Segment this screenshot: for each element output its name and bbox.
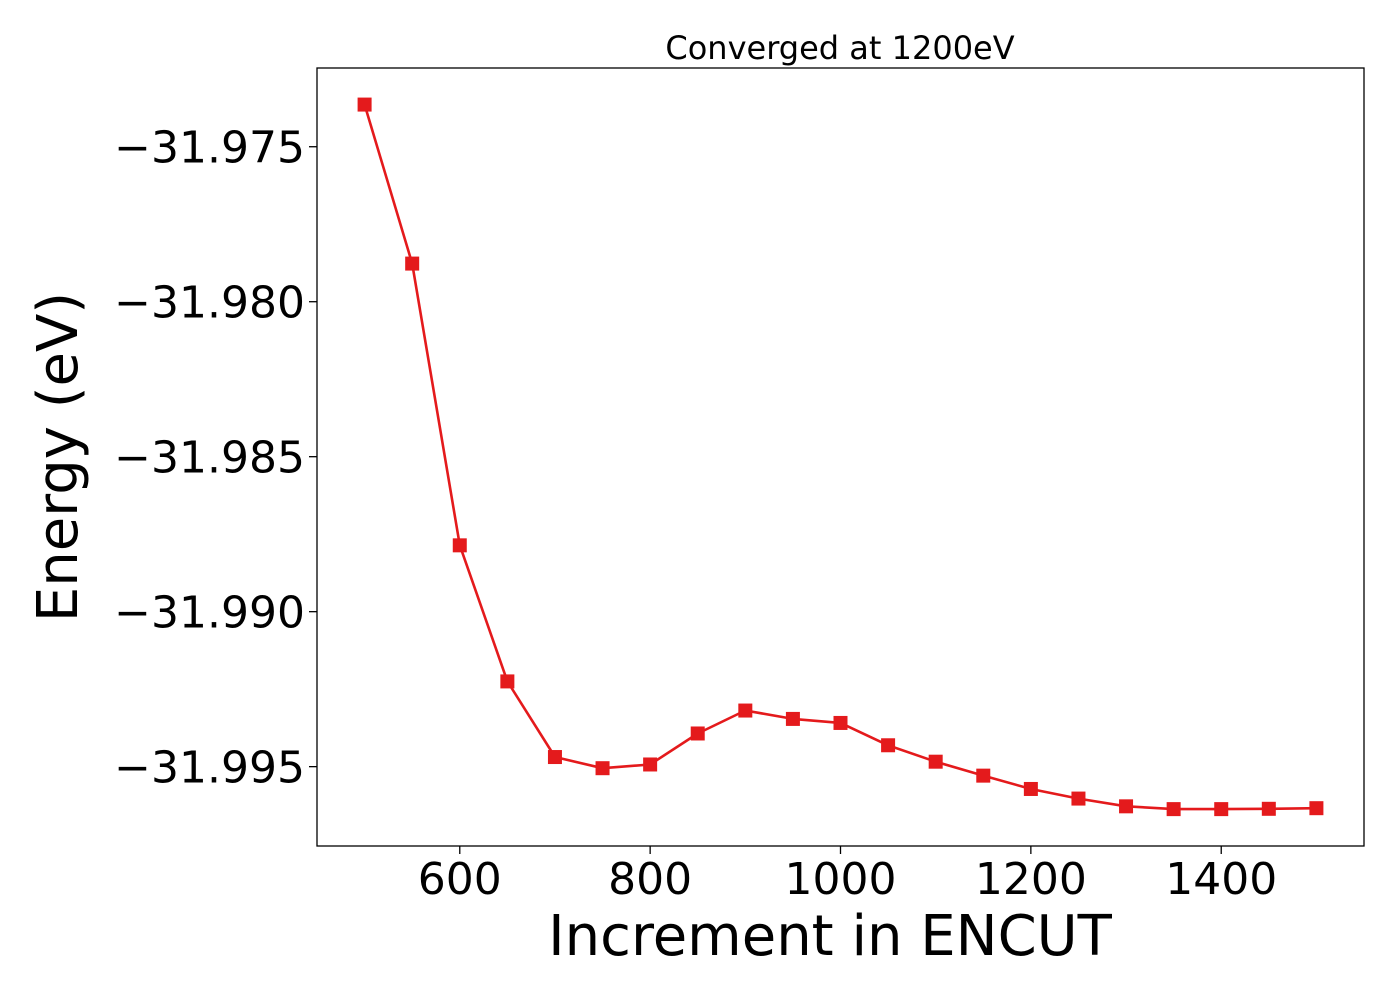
data-point-marker <box>643 757 658 772</box>
data-point-marker <box>928 754 943 769</box>
data-point-marker <box>500 674 515 689</box>
data-point-marker <box>1166 802 1181 817</box>
x-tick-label: 1200 <box>975 854 1087 905</box>
data-point-marker <box>547 750 562 765</box>
x-axis-label: Increment in ENCUT <box>548 904 1113 969</box>
series-line <box>363 104 1317 811</box>
y-axis-ticks: −31.975 −31.980 −31.985 −31.990 −31.995 <box>114 123 317 794</box>
data-point-marker <box>452 538 467 553</box>
y-tick-label: −31.980 <box>114 278 305 329</box>
chart-title: Converged at 1200eV <box>665 29 1014 67</box>
y-axis-label: Energy (eV) <box>26 292 91 622</box>
data-point-marker <box>357 97 372 112</box>
data-point-marker <box>1214 802 1229 817</box>
data-point-marker <box>785 711 800 726</box>
data-point-marker <box>833 715 848 730</box>
data-point-marker <box>1309 801 1324 816</box>
plot-marks <box>357 97 1324 817</box>
data-point-marker <box>405 256 420 271</box>
x-tick-label: 600 <box>418 854 502 905</box>
y-tick-label: −31.985 <box>114 433 305 484</box>
data-point-marker <box>1261 801 1276 816</box>
data-point-marker <box>738 703 753 718</box>
data-point-marker <box>690 726 705 741</box>
data-point-marker <box>1119 799 1134 814</box>
x-axis-ticks: 600 800 1000 1200 1400 <box>418 846 1277 905</box>
data-point-marker <box>881 738 896 753</box>
x-tick-label: 1000 <box>785 854 897 905</box>
x-tick-label: 1400 <box>1165 854 1277 905</box>
y-tick-label: −31.975 <box>114 123 305 174</box>
data-point-marker <box>1023 781 1038 796</box>
y-tick-label: −31.990 <box>114 588 305 639</box>
y-tick-label: −31.995 <box>114 743 305 794</box>
data-point-marker <box>976 768 991 783</box>
data-point-marker <box>1071 791 1086 806</box>
data-point-marker <box>595 761 610 776</box>
x-tick-label: 800 <box>608 854 692 905</box>
